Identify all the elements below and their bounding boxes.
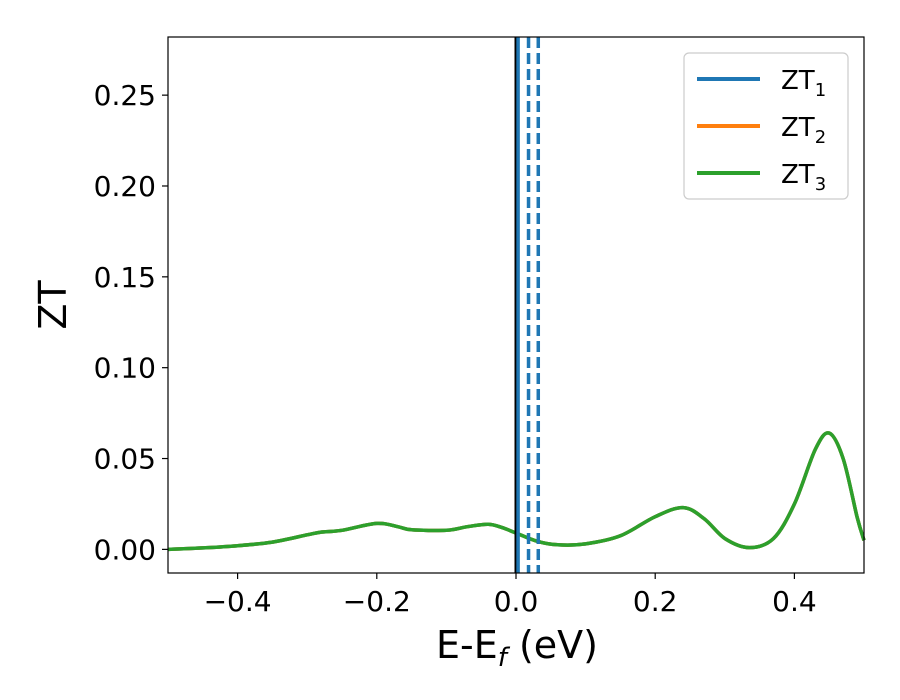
y-tick-label: 0.15 xyxy=(94,261,156,294)
x-tick-label: −0.2 xyxy=(343,585,411,618)
x-tick-label: −0.4 xyxy=(204,585,272,618)
x-tick-label: 0.2 xyxy=(633,585,678,618)
x-tick-label: 0.4 xyxy=(772,585,817,618)
y-tick-label: 0.00 xyxy=(94,533,156,566)
legend-box xyxy=(683,52,849,200)
y-tick-label: 0.10 xyxy=(94,352,156,385)
x-tick-label: 0.0 xyxy=(494,585,539,618)
legend-label-zt1: ZT1 xyxy=(781,66,826,101)
lines-layer xyxy=(167,37,866,573)
ticks-layer: −0.4 −0.2 0.0 0.2 0.4 0.00 0.05 0.10 0.15 0.20 0.2… xyxy=(94,79,817,618)
legend-label-zt2: ZT2 xyxy=(781,113,826,148)
y-tick-label: 0.20 xyxy=(94,170,156,203)
y-axis-title: ZT xyxy=(31,280,75,330)
legend: ZT1 ZT2 ZT3 xyxy=(683,52,849,200)
y-tick-label: 0.05 xyxy=(94,443,156,476)
x-axis-title: E-Ef (eV) xyxy=(436,623,598,673)
y-tick-label: 0.25 xyxy=(94,79,156,112)
legend-label-zt3: ZT3 xyxy=(781,160,826,195)
